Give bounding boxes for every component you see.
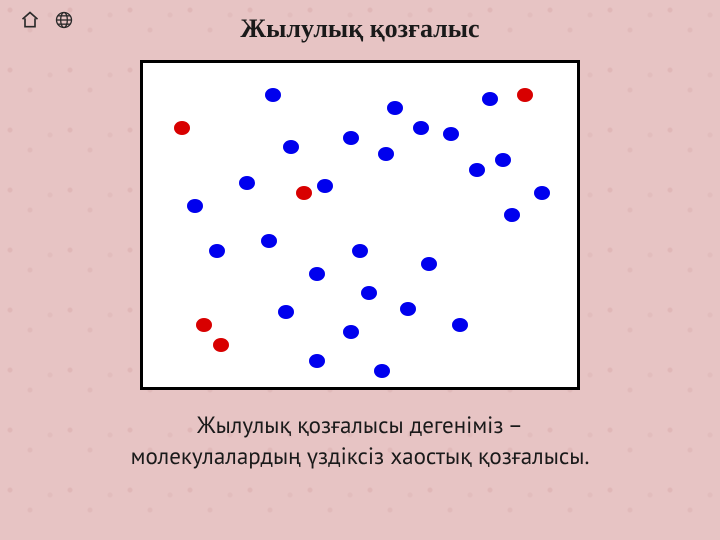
particle-diagram bbox=[140, 60, 580, 390]
particle bbox=[469, 163, 485, 177]
particle bbox=[309, 354, 325, 368]
particle bbox=[213, 338, 229, 352]
particle bbox=[265, 88, 281, 102]
particle bbox=[239, 176, 255, 190]
particle bbox=[174, 121, 190, 135]
particle bbox=[352, 244, 368, 258]
particle bbox=[187, 199, 203, 213]
particle bbox=[452, 318, 468, 332]
particle bbox=[309, 267, 325, 281]
particle bbox=[534, 186, 550, 200]
caption-line-2: молекулалардың үздіксіз хаостық қозғалыс… bbox=[131, 442, 590, 471]
caption: Жылулық қозғалысы дегеніміз – молекулала… bbox=[0, 410, 720, 472]
particle bbox=[504, 208, 520, 222]
particle bbox=[443, 127, 459, 141]
particle bbox=[421, 257, 437, 271]
particle bbox=[387, 101, 403, 115]
particle bbox=[209, 244, 225, 258]
particle bbox=[317, 179, 333, 193]
particle bbox=[482, 92, 498, 106]
particle bbox=[296, 186, 312, 200]
particle bbox=[261, 234, 277, 248]
particle bbox=[283, 140, 299, 154]
particle bbox=[517, 88, 533, 102]
particle bbox=[378, 147, 394, 161]
particle bbox=[196, 318, 212, 332]
page-title: Жылулық қозғалыс bbox=[0, 14, 720, 44]
particle bbox=[361, 286, 377, 300]
particle bbox=[278, 305, 294, 319]
particle bbox=[495, 153, 511, 167]
particle bbox=[343, 325, 359, 339]
caption-line-1: Жылулық қозғалысы дегеніміз – bbox=[197, 411, 523, 440]
particle bbox=[413, 121, 429, 135]
particle bbox=[374, 364, 390, 378]
particle bbox=[400, 302, 416, 316]
particle bbox=[343, 131, 359, 145]
